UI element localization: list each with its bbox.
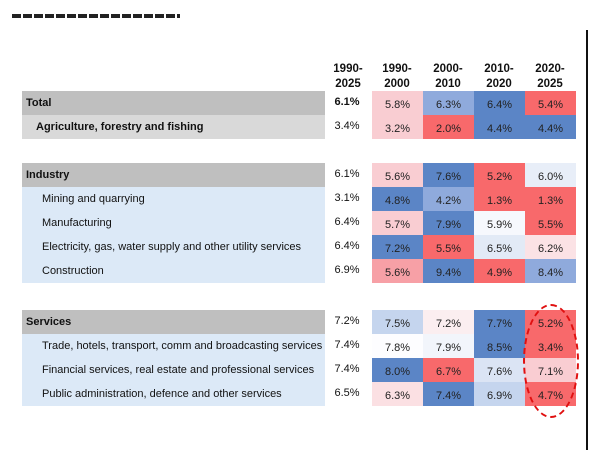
row-label: Agriculture, forestry and fishing [22, 115, 325, 139]
heat-cell: 5.6% [372, 163, 423, 187]
table-row: Public administration, defence and other… [22, 382, 582, 406]
table-row: Electricity, gas, water supply and other… [22, 235, 582, 259]
heat-cell: 6.3% [423, 91, 474, 115]
row-label: Industry [22, 163, 325, 187]
heat-cell: 7.2% [372, 235, 423, 259]
divider-line [586, 30, 588, 450]
total-value: 6.5% [334, 387, 360, 399]
table-row: Financial services, real estate and prof… [22, 358, 582, 382]
total-value: 3.1% [334, 192, 360, 204]
heat-cell: 5.7% [372, 211, 423, 235]
heat-cell: 8.4% [525, 259, 576, 283]
column-header: 1990-2000 [382, 63, 412, 90]
heat-cell: 1.3% [525, 187, 576, 211]
heat-cell: 6.4% [474, 91, 525, 115]
heat-cell: 4.4% [474, 115, 525, 139]
row-label: Services [22, 310, 325, 334]
heat-cell: 7.4% [423, 382, 474, 406]
heat-cell: 4.2% [423, 187, 474, 211]
heat-cell: 1.3% [474, 187, 525, 211]
heat-cell: 5.6% [372, 259, 423, 283]
total-value: 7.4% [334, 339, 360, 351]
heat-cell: 6.3% [372, 382, 423, 406]
heat-cell: 5.2% [474, 163, 525, 187]
heat-cell: 7.9% [423, 334, 474, 358]
row-label: Mining and quarrying [22, 187, 325, 211]
total-value: 6.1% [334, 96, 360, 108]
table-row: Services 7.2% 7.5% 7.2% 7.7% 5.2% [22, 310, 582, 334]
heat-cell: 7.7% [474, 310, 525, 334]
heat-cell: 5.4% [525, 91, 576, 115]
row-label: Electricity, gas, water supply and other… [22, 235, 325, 259]
column-header: 2020-2025 [535, 63, 565, 90]
heat-cell: 7.9% [423, 211, 474, 235]
heat-cell: 4.4% [525, 115, 576, 139]
total-value: 7.2% [334, 315, 360, 327]
heat-cell: 5.5% [423, 235, 474, 259]
heat-cell: 4.8% [372, 187, 423, 211]
column-header: 2000-2010 [433, 63, 463, 90]
heat-cell: 4.9% [474, 259, 525, 283]
total-value: 6.1% [334, 168, 360, 180]
heat-cell: 6.0% [525, 163, 576, 187]
heat-cell: 7.6% [474, 358, 525, 382]
row-label: Construction [22, 259, 325, 283]
table-row: Mining and quarrying 3.1% 4.8% 4.2% 1.3% 1.3% [22, 187, 582, 211]
highlight-ellipse [523, 304, 579, 418]
table-row: Construction 6.9% 5.6% 9.4% 4.9% 8.4% [22, 259, 582, 283]
page-title-cropped [12, 14, 180, 28]
heat-cell: 8.0% [372, 358, 423, 382]
heat-cell: 5.8% [372, 91, 423, 115]
total-value: 6.4% [334, 216, 360, 228]
heat-cell: 8.5% [474, 334, 525, 358]
column-header: 2010-2020 [484, 63, 514, 90]
heat-cell: 6.7% [423, 358, 474, 382]
total-value: 7.4% [334, 363, 360, 375]
heat-cell: 7.5% [372, 310, 423, 334]
heat-cell: 5.9% [474, 211, 525, 235]
row-label: Financial services, real estate and prof… [22, 358, 325, 382]
row-label: Trade, hotels, transport, comm and broad… [22, 334, 325, 358]
table-row: Industry 6.1% 5.6% 7.6% 5.2% 6.0% [22, 163, 582, 187]
row-label: Public administration, defence and other… [22, 382, 325, 406]
heat-cell: 5.5% [525, 211, 576, 235]
row-label: Manufacturing [22, 211, 325, 235]
heat-cell: 7.2% [423, 310, 474, 334]
total-value: 3.4% [334, 120, 360, 132]
column-header: 1990-2025 [333, 63, 363, 90]
heat-cell: 3.2% [372, 115, 423, 139]
table-row: Trade, hotels, transport, comm and broad… [22, 334, 582, 358]
heat-cell: 2.0% [423, 115, 474, 139]
table-row: Manufacturing 6.4% 5.7% 7.9% 5.9% 5.5% [22, 211, 582, 235]
total-value: 6.4% [334, 240, 360, 252]
heat-cell: 9.4% [423, 259, 474, 283]
heat-cell: 6.9% [474, 382, 525, 406]
row-label: Total [22, 91, 325, 115]
table-row: Total 6.1% 5.8% 6.3% 6.4% 5.4% [22, 91, 582, 115]
heat-cell: 7.8% [372, 334, 423, 358]
heat-cell: 6.5% [474, 235, 525, 259]
heat-cell: 7.6% [423, 163, 474, 187]
heat-cell: 6.2% [525, 235, 576, 259]
total-value: 6.9% [334, 264, 360, 276]
table-row: Agriculture, forestry and fishing 3.4% 3.2… [22, 115, 582, 139]
